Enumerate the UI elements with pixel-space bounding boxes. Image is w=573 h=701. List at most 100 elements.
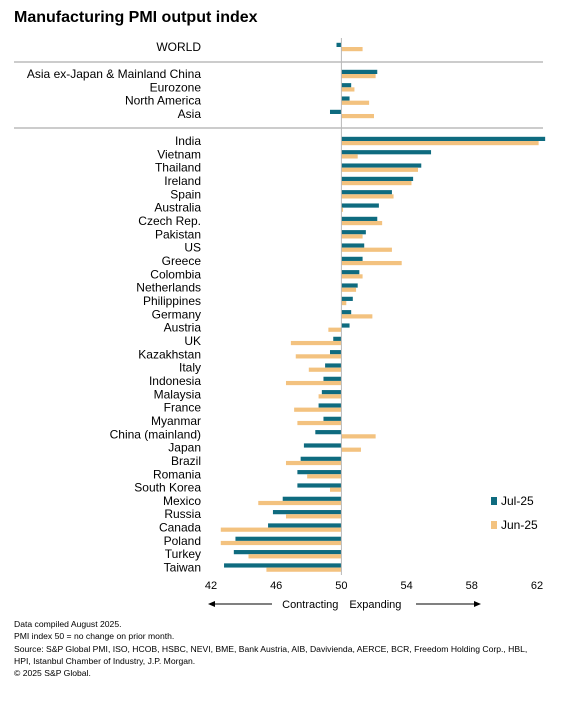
- category-label: Ireland: [164, 174, 201, 188]
- bar-jul-25: [329, 109, 342, 114]
- legend-swatch-jul-25: [491, 497, 497, 505]
- category-label: Kazakhstan: [138, 347, 201, 361]
- bar-jul-25: [268, 523, 342, 528]
- category-label: Italy: [179, 361, 201, 375]
- bar-jun-25: [341, 220, 383, 226]
- bar-jul-25: [224, 563, 342, 568]
- bar-jul-25: [323, 416, 342, 421]
- category-label: Asia ex-Japan & Mainland China: [27, 67, 201, 81]
- bar-jul-25: [341, 296, 353, 301]
- category-label: South Korea: [134, 481, 201, 495]
- category-label: Czech Rep.: [138, 214, 201, 228]
- bar-jul-25: [341, 163, 422, 168]
- x-tick-label: 58: [466, 580, 478, 592]
- category-label: Taiwan: [164, 561, 201, 575]
- bar-jun-25: [341, 247, 392, 252]
- bar-jun-25: [297, 420, 342, 426]
- bar-jun-25: [248, 554, 342, 559]
- bar-jul-25: [297, 483, 342, 488]
- x-tick-label: 46: [270, 580, 282, 592]
- bar-jun-25: [258, 500, 342, 506]
- bar-jun-25: [220, 527, 342, 532]
- bar-jun-25: [341, 180, 412, 186]
- expanding-label: Expanding: [349, 599, 401, 611]
- category-label: Spain: [170, 187, 201, 201]
- bar-jun-25: [341, 207, 344, 212]
- category-label: UK: [184, 334, 201, 348]
- category-label: Greece: [162, 254, 202, 268]
- bar-jul-25: [341, 69, 378, 74]
- bar-jul-25: [272, 510, 342, 515]
- contracting-arrowhead: [208, 601, 215, 607]
- category-label: Austria: [164, 321, 202, 335]
- bar-jun-25: [341, 194, 394, 199]
- bar-jul-25: [333, 336, 342, 341]
- category-label: Australia: [154, 201, 201, 215]
- bar-jun-25: [294, 407, 342, 412]
- bar-jun-25: [329, 487, 342, 492]
- bar-jul-25: [341, 323, 350, 328]
- bar-jun-25: [341, 260, 402, 266]
- category-label: North America: [125, 94, 201, 108]
- pmi-bar-chart: WORLD Asia ex-Japan & Mainland ChinaEuroz…: [14, 38, 546, 611]
- note-source: Source: S&P Global PMI, ISO, HCOB, HSBC,…: [14, 643, 528, 654]
- bar-jul-25: [323, 376, 342, 381]
- category-label: WORLD: [156, 40, 201, 54]
- category-label: Russia: [164, 507, 201, 521]
- bar-jun-25: [318, 394, 342, 399]
- bar-jun-25: [295, 354, 342, 359]
- bar-jun-25: [341, 300, 347, 306]
- bar-jul-25: [336, 42, 342, 47]
- bar-jul-25: [315, 430, 342, 435]
- bar-jun-25: [341, 154, 358, 159]
- bar-jul-25: [341, 83, 352, 88]
- chart-notes: Data compiled August 2025. PMI index 50 …: [14, 618, 564, 679]
- bar-jul-25: [233, 550, 342, 555]
- bar-jul-25: [341, 176, 414, 181]
- bar-jul-25: [341, 243, 365, 248]
- category-label: US: [184, 241, 201, 255]
- category-label: Colombia: [150, 267, 201, 281]
- category-label: Canada: [159, 521, 201, 535]
- bar-jun-25: [341, 47, 363, 52]
- bar-jul-25: [341, 150, 432, 155]
- category-label: Brazil: [171, 454, 201, 468]
- category-label: Japan: [168, 441, 201, 455]
- bar-jul-25: [341, 216, 378, 221]
- category-label: India: [175, 134, 201, 148]
- bar-jun-25: [341, 447, 361, 452]
- note-copyright: © 2025 S&P Global.: [14, 668, 91, 679]
- legend-label-jun-25: Jun-25: [501, 518, 538, 532]
- bar-jul-25: [341, 96, 350, 101]
- category-label: Turkey: [165, 547, 201, 561]
- x-tick-label: 42: [205, 580, 217, 592]
- category-label: Pakistan: [155, 227, 201, 241]
- bar-jun-25: [285, 460, 342, 466]
- bar-jun-25: [285, 380, 342, 386]
- bar-jul-25: [341, 256, 363, 261]
- bar-jun-25: [328, 327, 342, 332]
- note-compiled: Data compiled August 2025.: [14, 619, 122, 629]
- category-label: Poland: [164, 534, 201, 548]
- chart-title: Manufacturing PMI output index: [14, 9, 258, 26]
- bar-jul-25: [341, 310, 352, 315]
- category-label: Malaysia: [154, 387, 202, 401]
- bar-jun-25: [341, 100, 370, 105]
- x-tick-label: 62: [531, 580, 543, 592]
- bar-jun-25: [285, 514, 342, 519]
- category-label: Thailand: [155, 161, 201, 175]
- contracting-label: Contracting: [282, 599, 338, 611]
- category-label: Romania: [153, 467, 201, 481]
- category-label: Philippines: [143, 294, 201, 308]
- bar-jun-25: [308, 367, 342, 372]
- bar-jun-25: [341, 87, 355, 92]
- bar-jun-25: [341, 113, 374, 119]
- bar-jul-25: [235, 536, 342, 541]
- bar-jun-25: [341, 287, 357, 292]
- bar-jul-25: [341, 203, 379, 208]
- note-source-cont: HPI, Istanbul Chamber of Industry, J.P. …: [14, 655, 196, 666]
- bar-jun-25: [341, 74, 376, 79]
- category-label: Netherlands: [136, 281, 201, 295]
- bar-jul-25: [329, 350, 342, 355]
- category-label: Eurozone: [150, 80, 202, 94]
